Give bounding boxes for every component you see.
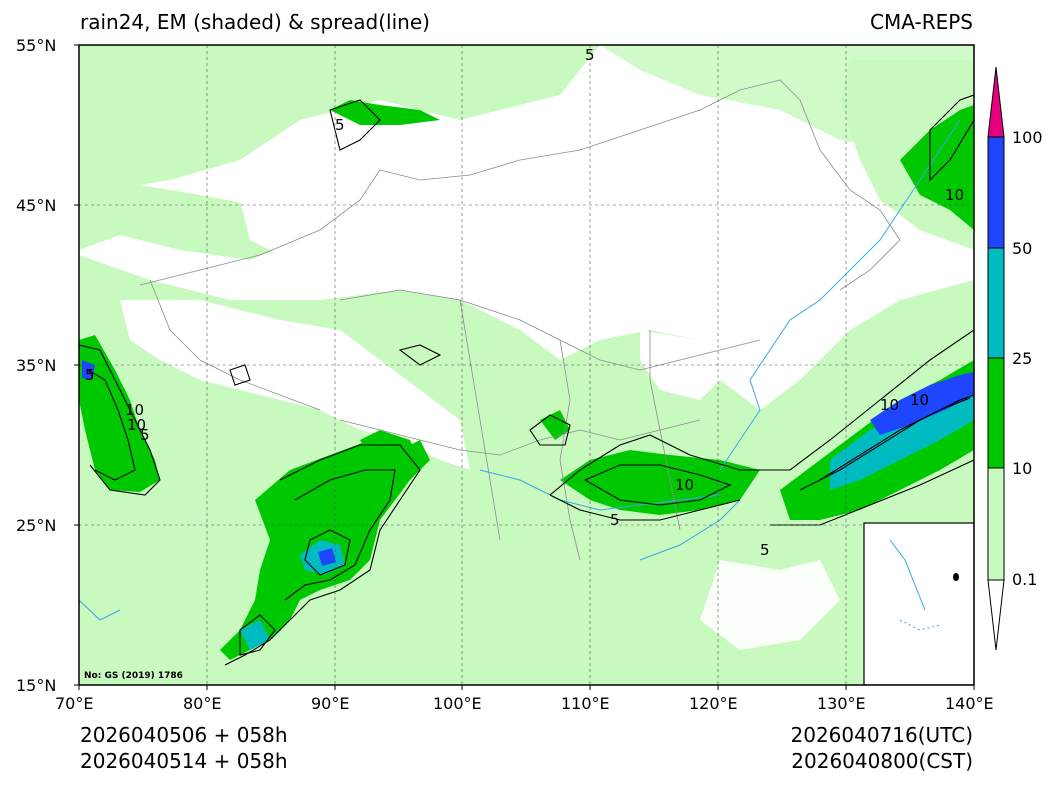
lon-label: 100°E [433, 694, 482, 713]
lon-label: 70°E [55, 694, 94, 713]
colorbar-extend-high [987, 66, 1005, 138]
colorbar-label: 10 [1012, 459, 1033, 478]
colorbar-label: 100 [1012, 128, 1043, 147]
lon-label: 120°E [689, 694, 738, 713]
colorbar-segment-50-100 [987, 136, 1005, 249]
colorbar-segment-25-50 [987, 247, 1005, 359]
contour-label: 5 [140, 426, 150, 444]
colorbar-extend-low [987, 579, 1005, 651]
map-layers [79, 45, 974, 685]
spread-contours [79, 94, 974, 666]
valid-time-cst: 2026040800(CST) [791, 749, 973, 773]
colorbar-label: 50 [1012, 239, 1033, 258]
lon-label: 90°E [311, 694, 350, 713]
contour-label: 5 [585, 46, 595, 64]
lat-label: 25°N [16, 516, 57, 535]
no-rain-areas [120, 150, 870, 650]
contour-label: 10 [127, 416, 146, 434]
contour-label: 10 [675, 476, 694, 494]
lon-label: 80°E [183, 694, 222, 713]
contour-label: 5 [760, 541, 770, 559]
valid-time-utc: 2026040716(UTC) [790, 723, 974, 747]
lon-label: 140°E [945, 694, 994, 713]
contour-label: 10 [910, 391, 929, 409]
lat-label: 55°N [16, 36, 57, 55]
contour-label: 5 [610, 511, 620, 529]
model-name: CMA-REPS [870, 10, 973, 34]
init-time-cst: 2026040514 + 058h [80, 749, 288, 773]
contour-label: 10 [125, 401, 144, 419]
contour-label: 10 [945, 186, 964, 204]
contour-label: 10 [880, 396, 899, 414]
lat-label: 35°N [16, 356, 57, 375]
contour-label-group: 5 10 5 10 5 10 5 10 5 10 10 5 [85, 46, 964, 559]
lat-label: 15°N [16, 676, 57, 695]
south-china-sea-inset [863, 522, 974, 685]
init-time-utc: 2026040506 + 058h [80, 723, 288, 747]
rivers-coastlines [79, 119, 961, 621]
colorbar [987, 66, 1005, 651]
lat-label: 45°N [16, 196, 57, 215]
colorbar-segment-0-1-10 [987, 467, 1005, 581]
graticule [79, 45, 974, 685]
admin-borders [139, 79, 901, 561]
contour-label: 5 [85, 366, 95, 384]
lon-label: 130°E [817, 694, 866, 713]
lon-label: 110°E [561, 694, 610, 713]
colorbar-label: 0.1 [1012, 570, 1038, 589]
contour-label: 5 [335, 116, 345, 134]
map-approval-note: No: GS (2019) 1786 [84, 671, 183, 681]
colorbar-segment-10-25 [987, 357, 1005, 469]
map-title: rain24, EM (shaded) & spread(line) [80, 10, 430, 34]
colorbar-label: 25 [1012, 349, 1033, 368]
axis-ticks [74, 44, 975, 690]
